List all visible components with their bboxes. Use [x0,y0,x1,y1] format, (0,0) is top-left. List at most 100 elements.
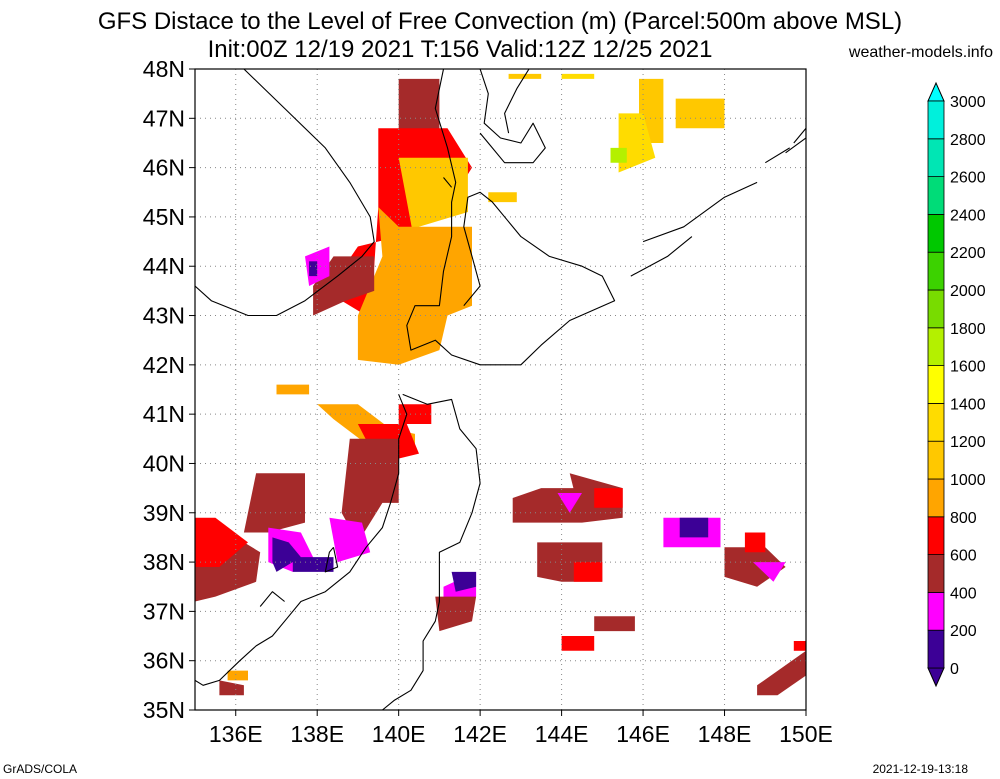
lon-label: 150E [779,721,833,747]
lfc-patch [272,537,301,572]
lfc-patch [561,636,595,651]
lfc-patch [594,488,623,508]
lon-label: 146E [616,721,670,747]
coastline [479,69,546,164]
lon-label: 148E [698,721,752,747]
colorbar-lower-arrow [927,667,945,688]
colorbar-label: 400 [950,585,977,602]
colorbar-segment [927,629,945,669]
colorbar-label: 2000 [950,283,986,300]
colorbar-label: 2800 [950,132,986,149]
lfc-patch [451,571,477,592]
coastline-layer [195,69,806,710]
lfc-patch [744,532,766,553]
map-title-line2: Init:00Z 12/19 2021 T:156 Valid:12Z 12/2… [207,36,713,63]
colorbar-label: 600 [950,548,977,565]
lon-label: 136E [209,721,263,747]
coastline [259,591,285,607]
lfc-patch [329,517,371,563]
colorbar-segment [927,213,945,253]
lfc-patch [219,680,244,696]
lfc-patch [195,517,248,567]
lfc-patch [557,493,582,513]
coastline [765,147,790,164]
colorbar-segment [927,365,945,404]
lfc-patch [341,438,399,543]
lfc-patch [561,73,595,79]
lfc-patch [435,596,477,632]
lat-label: 37N [143,598,185,624]
lfc-patch [292,557,334,572]
coastline [504,69,530,134]
colorbar-label: 1400 [950,396,986,413]
lat-label: 39N [143,500,185,526]
coastline [443,177,453,188]
coastline [785,127,806,154]
colorbar-segment [927,100,945,140]
colorbar-segment [927,478,945,518]
lat-label: 45N [143,204,185,230]
lfc-patch [594,616,635,632]
colorbar-segment [927,554,945,593]
grid-lines [195,69,806,710]
colorbar-segment [927,402,945,442]
coastline [382,393,481,710]
colorbar-label: 1000 [950,472,986,489]
credit-text: weather-models.info [848,44,993,61]
lfc-patch [679,517,709,538]
lfc-patch [753,562,786,582]
coastline [324,546,339,573]
colorbar-label: 0 [950,661,959,678]
lfc-patch [243,473,305,533]
colorbar-label: 1600 [950,359,986,376]
lat-label: 43N [143,303,185,329]
lat-label: 41N [143,401,185,427]
colorbar-segment [927,251,945,291]
colorbar: 0 200 400 600 800 1000 1200 1400 1600 1800 2000 220… [927,81,986,688]
colorbar-label: 2400 [950,207,986,224]
coastline [406,69,616,366]
lfc-patch [309,261,318,277]
lon-label: 140E [372,721,426,747]
colorbar-segment [927,440,945,480]
coastline [195,394,408,686]
colorbar-label: 1200 [950,434,986,451]
lfc-patch [793,641,806,651]
lfc-patch [610,147,627,163]
lfc-patch [227,670,248,681]
lat-label: 40N [143,450,185,476]
lat-label: 44N [143,253,185,279]
footer-software: GrADS/COLA [3,762,78,776]
lat-label: 38N [143,549,185,575]
footer-timestamp: 2021-12-19-13:18 [872,762,968,776]
colorbar-segment [927,176,945,215]
lat-label: 47N [143,105,185,131]
coastline [630,236,693,277]
colorbar-segment [927,327,945,366]
lfc-patch [573,562,603,582]
lfc-patch [357,207,472,365]
coastline [642,181,758,243]
lat-label: 35N [143,697,185,723]
colorbar-label: 2600 [950,170,986,187]
colorbar-label: 200 [950,623,977,640]
lat-label: 36N [143,648,185,674]
colorbar-upper-arrow [927,81,945,102]
lat-label: 42N [143,352,185,378]
lon-label: 142E [453,721,507,747]
colorbar-segment [927,516,945,555]
lfc-field-layer [195,73,806,696]
coastline [195,69,375,317]
lon-label: 144E [535,721,589,747]
map-frame [194,68,807,711]
colorbar-label: 3000 [950,94,986,111]
lon-label: 138E [290,721,344,747]
lfc-patch [757,650,806,696]
lfc-patch [488,192,517,203]
colorbar-label: 2200 [950,245,986,262]
colorbar-segment [927,592,945,631]
map-title-line1: GFS Distace to the Level of Free Convect… [97,8,903,35]
lat-label: 46N [143,155,185,181]
colorbar-segment [927,289,945,329]
